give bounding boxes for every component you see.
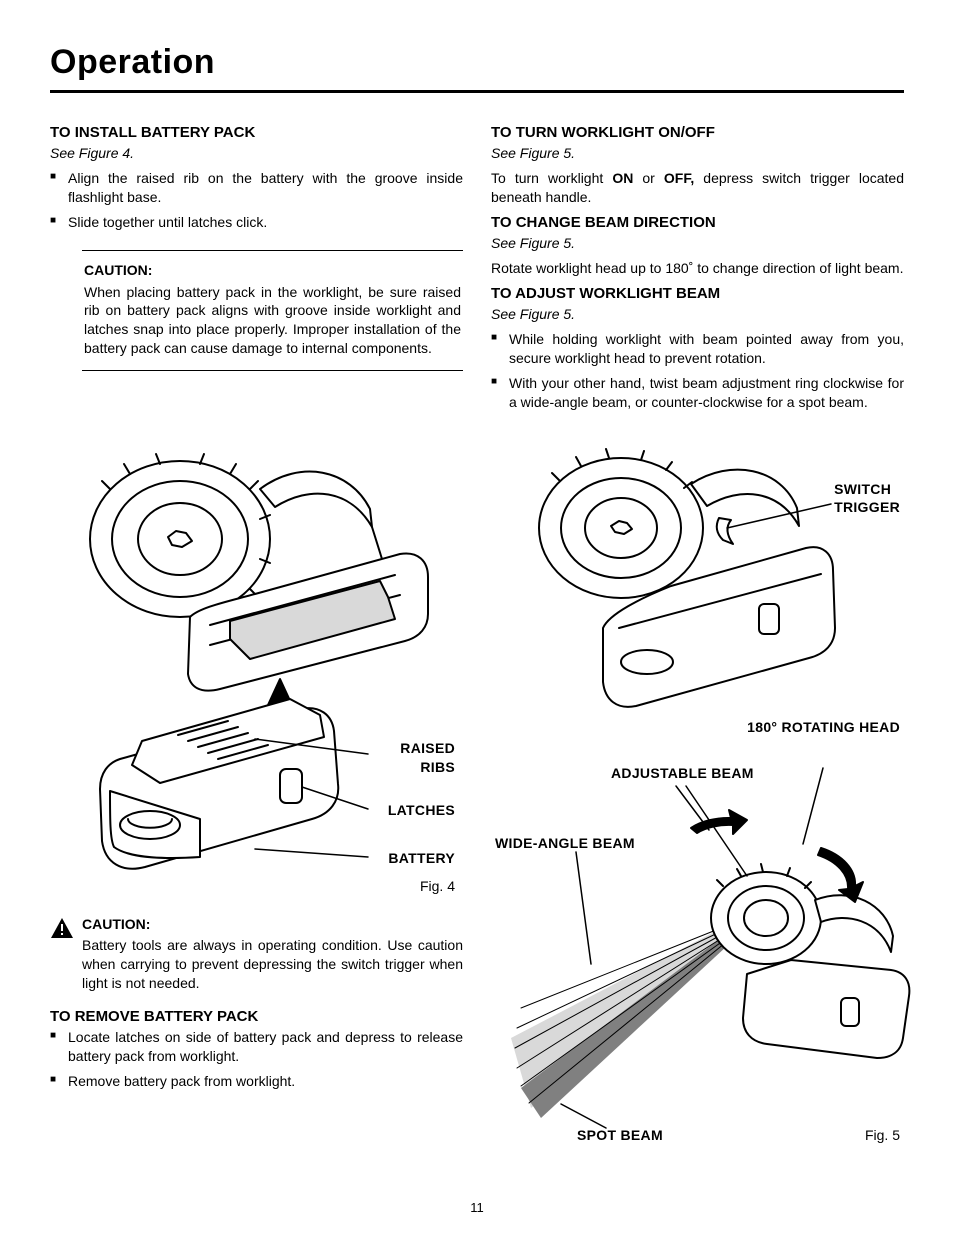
heading-remove-battery: TO REMOVE BATTERY PACK [50,1007,463,1027]
right-column: TO TURN WORKLIGHT ON/OFF See Figure 5. T… [491,117,904,1148]
caution-label: CAUTION: [82,915,463,934]
list-item: With your other hand, twist beam adjustm… [491,374,904,412]
callout-latches: LATCHES [388,801,455,820]
page-number: 11 [470,1199,484,1217]
list-item: Locate latches on side of battery pack a… [50,1028,463,1066]
callout-adjustable-beam: ADJUSTABLE BEAM [611,764,754,783]
figref-5c: See Figure 5. [491,305,904,324]
warning-icon [50,917,74,939]
figref-4a: See Figure 4. [50,144,463,163]
text: or [633,170,664,186]
heading-turn-onoff: TO TURN WORKLIGHT ON/OFF [491,123,904,143]
callout-spot-beam: SPOT BEAM [577,1126,663,1145]
install-list: Align the raised rib on the battery with… [50,169,463,232]
text: To turn worklight [491,170,612,186]
list-item: Align the raised rib on the battery with… [50,169,463,207]
callout-text: SWITCH [834,481,891,497]
adjust-list: While holding worklight with beam pointe… [491,330,904,412]
text-bold: ON [612,170,633,186]
callout-text: TRIGGER [834,499,900,515]
list-item: While holding worklight with beam pointe… [491,330,904,368]
callout-wide-angle: WIDE-ANGLE BEAM [495,834,635,853]
remove-list: Locate latches on side of battery pack a… [50,1028,463,1091]
callout-text: RIBS [420,759,455,775]
callout-raised-ribs: RAISED RIBS [400,739,455,777]
heading-change-beam: TO CHANGE BEAM DIRECTION [491,213,904,233]
callout-switch-trigger: SWITCH TRIGGER [834,480,900,518]
figref-5a: See Figure 5. [491,144,904,163]
caution-body: Battery tools are always in operating co… [82,936,463,993]
callout-rotating-head: 180° ROTATING HEAD [747,718,900,737]
list-item: Remove battery pack from worklight. [50,1072,463,1091]
text-bold: OFF, [664,170,694,186]
heading-adjust-beam: TO ADJUST WORKLIGHT BEAM [491,284,904,304]
caution-box-1: CAUTION: When placing battery pack in th… [82,250,463,371]
figure-5-caption: Fig. 5 [865,1126,900,1145]
figure-4-caption: Fig. 4 [420,877,455,896]
onoff-paragraph: To turn worklight ON or OFF, depress swi… [491,169,904,207]
figure-4-svg [50,389,470,899]
caution-box-2: CAUTION: Battery tools are always in ope… [50,915,463,993]
figure-5-upper: SWITCH TRIGGER [491,418,904,708]
callout-battery: BATTERY [388,849,455,868]
figure-5-lower: 180° ROTATING HEAD ADJUSTABLE BEAM WIDE-… [491,708,904,1148]
list-item: Slide together until latches click. [50,213,463,232]
beam-dir-paragraph: Rotate worklight head up to 180˚ to chan… [491,259,904,278]
figure-4: RAISED RIBS LATCHES BATTERY Fig. 4 [50,389,463,899]
caution-label: CAUTION: [84,261,461,280]
callout-text: RAISED [400,740,455,756]
figure-5-upper-svg [491,418,911,708]
left-column: TO INSTALL BATTERY PACK See Figure 4. Al… [50,117,463,1148]
heading-install-battery: TO INSTALL BATTERY PACK [50,123,463,143]
page-title: Operation [50,40,904,93]
figref-5b: See Figure 5. [491,234,904,253]
caution-body: When placing battery pack in the worklig… [84,283,461,359]
